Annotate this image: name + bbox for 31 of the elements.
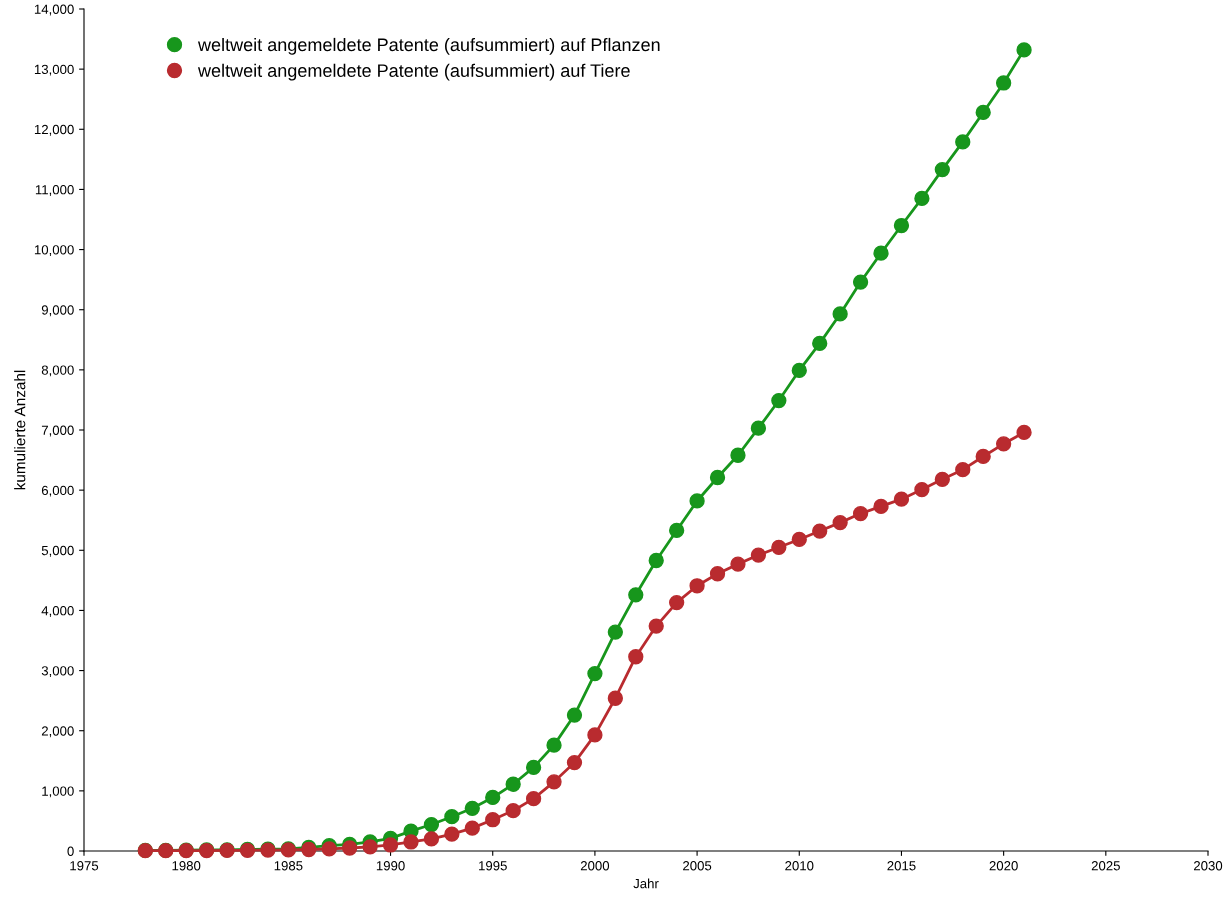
y-tick-label: 3,000 <box>41 666 74 678</box>
legend-label: weltweit angemeldete Patente (aufsummiert) auf Tiere <box>197 63 630 81</box>
y-tick-label: 9,000 <box>41 305 74 317</box>
y-tick-label: 10,000 <box>34 245 74 257</box>
y-tick-label: 7,000 <box>41 425 74 437</box>
x-tick-label: 1995 <box>479 861 507 871</box>
y-tick-label: 1,000 <box>42 786 74 798</box>
y-tick-label: 2,000 <box>41 726 74 738</box>
x-tick-label: 2000 <box>580 861 610 871</box>
legend-label: weltweit angemeldete Patente (aufsummiert) auf Pflanzen <box>197 37 660 55</box>
y-tick-label: 11,000 <box>35 185 74 196</box>
y-tick-label: 12,000 <box>34 124 74 136</box>
y-tick-label: 8,000 <box>41 365 74 377</box>
x-tick-label: 1985 <box>274 861 303 871</box>
x-tick-label: 2010 <box>785 861 814 871</box>
x-tick-label: 2030 <box>1193 861 1223 871</box>
x-tick-label: 2005 <box>683 861 712 871</box>
y-tick-label: 14,000 <box>34 4 74 16</box>
y-tick-label: 6,000 <box>41 485 74 497</box>
x-tick-label: 1980 <box>172 861 201 871</box>
x-axis-title: Jahr <box>633 878 659 889</box>
x-tick-label: 1990 <box>376 861 405 871</box>
y-tick-label: 13,000 <box>34 64 74 76</box>
x-tick-label: 2020 <box>989 861 1018 871</box>
y-tick-label: 0 <box>67 846 74 856</box>
x-tick-label: 2015 <box>887 861 916 871</box>
y-axis-title: kumulierte Anzahl <box>14 370 26 490</box>
y-tick-label: 5,000 <box>41 545 74 557</box>
x-tick-label: 1975 <box>70 861 99 871</box>
y-tick-label: 4,000 <box>41 606 74 617</box>
x-tick-label: 2025 <box>1091 861 1120 871</box>
